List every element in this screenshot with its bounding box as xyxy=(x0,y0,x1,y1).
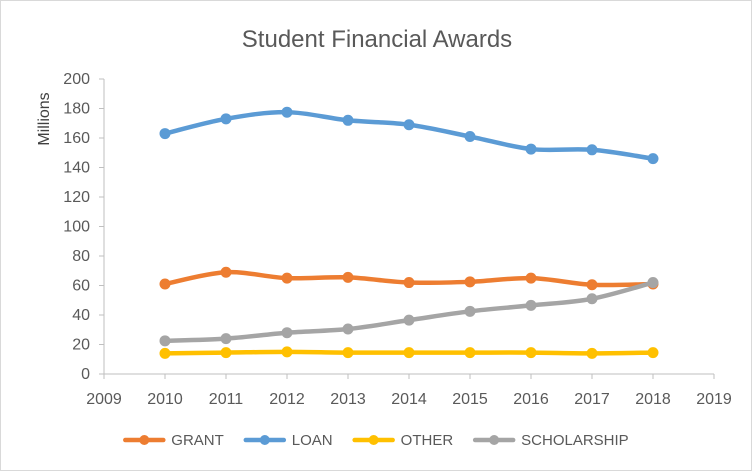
scholarship-data-point xyxy=(342,323,354,335)
y-tick-label: 120 xyxy=(63,189,90,206)
y-tick-label: 140 xyxy=(63,160,90,177)
other-data-point xyxy=(281,346,293,358)
grant-data-point xyxy=(342,271,354,283)
y-tick-label: 160 xyxy=(63,130,90,147)
y-tick-label: 60 xyxy=(72,278,90,295)
x-tick-labels: 2009 2010 2011 2012 2013 2014 2015 2016 2017 2018… xyxy=(86,391,732,408)
loan-data-point xyxy=(586,144,598,156)
x-tick-label: 2015 xyxy=(452,391,488,408)
scholarship-data-point xyxy=(281,327,293,339)
x-tick-label: 2019 xyxy=(696,391,732,408)
scholarship-series-line xyxy=(162,280,656,344)
legend-label: GRANT xyxy=(171,432,224,449)
x-tick-label: 2014 xyxy=(391,391,427,408)
x-tick-label: 2012 xyxy=(269,391,305,408)
scholarship-data-point xyxy=(586,293,598,305)
other-data-point xyxy=(342,347,354,359)
y-tick-label: 80 xyxy=(72,248,90,265)
legend-item-loan: LOAN xyxy=(243,432,333,449)
other-data-point xyxy=(159,347,171,359)
x-tick-label: 2016 xyxy=(513,391,549,408)
y-tick-labels: 0 20 40 60 80 100 120 140 160 180 200 xyxy=(63,71,90,383)
series-other xyxy=(159,346,659,359)
series-scholarship xyxy=(159,277,659,347)
other-data-point xyxy=(464,347,476,359)
legend-label: SCHOLARSHIP xyxy=(521,432,629,449)
x-tick-label: 2013 xyxy=(330,391,366,408)
loan-data-point xyxy=(281,106,293,118)
grant-data-point xyxy=(525,272,537,284)
series-grant xyxy=(159,266,659,291)
legend-label: LOAN xyxy=(292,432,333,449)
other-data-point xyxy=(647,347,659,359)
y-tick-label: 20 xyxy=(72,337,90,354)
grant-data-point xyxy=(281,272,293,284)
series-loan xyxy=(159,106,659,165)
y-tick-label: 40 xyxy=(72,307,90,324)
other-data-point xyxy=(586,347,598,359)
scholarship-data-point xyxy=(403,314,415,326)
other-data-point xyxy=(220,347,232,359)
grant-data-point xyxy=(586,279,598,291)
loan-data-point xyxy=(220,113,232,125)
legend-swatch-marker xyxy=(489,435,500,445)
scholarship-data-point xyxy=(464,305,476,317)
legend-item-other: OTHER xyxy=(352,432,454,449)
scholarship-data-point xyxy=(647,277,659,289)
loan-data-point xyxy=(464,131,476,143)
grant-data-point xyxy=(403,277,415,289)
y-tick-label: 100 xyxy=(63,219,90,236)
x-tick-label: 2010 xyxy=(147,391,183,408)
loan-data-point xyxy=(525,143,537,155)
chart-title: Student Financial Awards xyxy=(242,26,512,53)
scholarship-data-point xyxy=(220,333,232,345)
y-tick-label: 180 xyxy=(63,101,90,118)
legend: GRANT LOAN OTHER SCHOLARSHIP xyxy=(123,432,629,449)
other-data-point xyxy=(403,347,415,359)
x-tick-label: 2018 xyxy=(635,391,671,408)
axes xyxy=(99,78,715,379)
y-tick-label: 0 xyxy=(81,366,90,383)
legend-swatch-marker xyxy=(139,435,150,445)
legend-swatch-marker xyxy=(368,435,379,445)
series-group xyxy=(159,106,659,359)
legend-item-grant: GRANT xyxy=(123,432,224,449)
legend-label: OTHER xyxy=(401,432,454,449)
legend-item-scholarship: SCHOLARSHIP xyxy=(472,432,629,449)
loan-data-point xyxy=(647,153,659,165)
legend-swatch-marker xyxy=(259,435,270,445)
y-axis-label: Millions xyxy=(36,92,53,145)
x-tick-label: 2009 xyxy=(86,391,122,408)
scholarship-data-point xyxy=(159,335,171,347)
loan-data-point xyxy=(159,128,171,140)
x-tick-label: 2011 xyxy=(209,391,244,408)
other-data-point xyxy=(525,347,537,359)
loan-data-point xyxy=(342,114,354,126)
x-tick-label: 2017 xyxy=(574,391,610,408)
grant-data-point xyxy=(464,276,476,288)
y-tick-label: 200 xyxy=(63,71,90,88)
grant-data-point xyxy=(220,266,232,278)
loan-data-point xyxy=(403,119,415,131)
loan-series-line xyxy=(162,109,656,161)
scholarship-data-point xyxy=(525,299,537,311)
grant-data-point xyxy=(159,278,171,290)
